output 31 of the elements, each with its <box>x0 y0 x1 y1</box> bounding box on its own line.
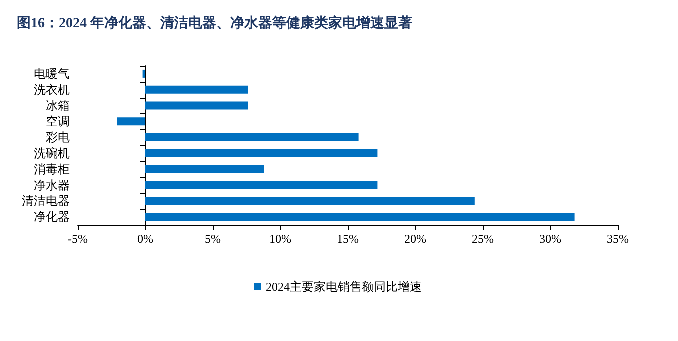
y-tick-label: 净水器 <box>34 178 70 192</box>
bar <box>146 181 378 190</box>
bar <box>146 134 359 142</box>
legend-label: 2024主要家电销售额同比增速 <box>266 280 422 294</box>
bar <box>146 149 378 158</box>
bar <box>117 118 146 126</box>
x-tick-label: 30% <box>540 232 562 246</box>
bar <box>146 86 248 94</box>
bar <box>146 165 264 174</box>
y-tick-label: 洗碗机 <box>34 146 70 160</box>
chart-title: 图16：2024 年净化器、清洁电器、净水器等健康类家电增速显著 <box>17 14 412 32</box>
y-tick-label: 空调 <box>46 114 70 129</box>
y-tick-label: 电暖气 <box>34 66 70 81</box>
x-tick-label: -5% <box>68 232 88 246</box>
bar <box>146 102 248 110</box>
x-tick-label: 20% <box>404 232 426 246</box>
x-tick-label: 5% <box>205 232 221 246</box>
y-tick-label: 冰箱 <box>46 98 70 113</box>
x-tick-label: 35% <box>607 232 629 246</box>
y-tick-label: 清洁电器 <box>22 194 70 208</box>
x-tick-label: 15% <box>337 232 359 246</box>
x-tick-label: 0% <box>138 232 154 246</box>
x-tick-label: 10% <box>270 232 292 246</box>
bar <box>146 213 575 222</box>
y-tick-label: 彩电 <box>46 130 70 145</box>
y-tick-label: 净化器 <box>34 210 70 224</box>
x-tick-label: 25% <box>472 232 494 246</box>
y-tick-label: 消毒柜 <box>34 162 70 176</box>
y-tick-label: 洗衣机 <box>34 82 70 97</box>
bar <box>146 197 475 206</box>
bar <box>142 70 146 78</box>
